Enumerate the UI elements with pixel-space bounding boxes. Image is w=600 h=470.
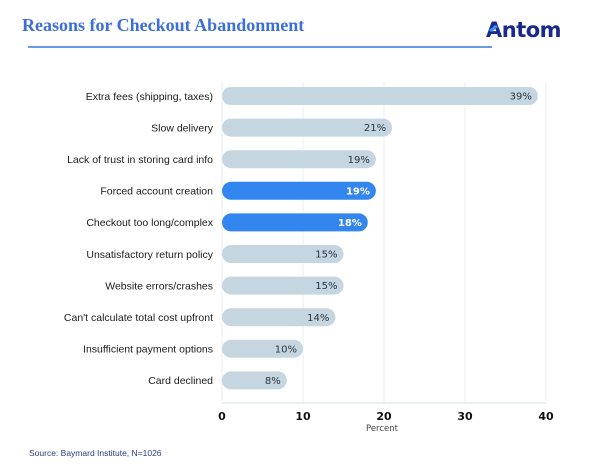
bar	[222, 245, 344, 263]
value-labels: 39% 21% 19% 19% 18% 15% 15% 14% 10% 8%	[265, 92, 532, 387]
value-label: 19%	[346, 186, 370, 197]
value-label: 21%	[364, 123, 386, 134]
category-label: Lack of trust in storing card info	[67, 154, 213, 166]
bars	[222, 87, 538, 390]
value-label: 18%	[338, 218, 362, 229]
category-label: Extra fees (shipping, taxes)	[86, 91, 213, 103]
category-label: Checkout too long/complex	[86, 217, 213, 229]
value-label: 8%	[265, 376, 281, 387]
x-axis-title: Percent	[366, 424, 399, 434]
chart-title: Reasons for Checkout Abandonment	[22, 15, 305, 35]
x-tick-label: 40	[538, 410, 554, 423]
value-label: 15%	[315, 250, 337, 261]
bar	[222, 87, 538, 105]
value-label: 10%	[275, 344, 297, 355]
bar	[222, 118, 393, 137]
category-label: Unsatisfactory return policy	[86, 249, 213, 261]
value-label: 39%	[510, 92, 532, 103]
header-divider	[28, 46, 492, 48]
category-label: Forced account creation	[100, 186, 213, 198]
value-label: 14%	[307, 313, 329, 324]
bar	[222, 339, 303, 358]
bar	[222, 276, 344, 295]
logo-first-letter: A	[486, 18, 502, 42]
bar	[222, 371, 287, 390]
category-label: Card declined	[148, 375, 213, 387]
category-label: Slow delivery	[151, 122, 214, 134]
antom-logo: Antom	[486, 18, 562, 42]
category-labels: Extra fees (shipping, taxes) Slow deliver…	[64, 91, 214, 387]
source-note: Source: Baymard Institute, N=1026	[29, 448, 162, 458]
category-label: Website errors/crashes	[105, 280, 213, 292]
category-label: Insufficient payment options	[83, 344, 213, 356]
value-label: 15%	[315, 281, 337, 292]
bar	[222, 308, 336, 327]
x-tick-label: 10	[295, 410, 311, 423]
bar	[222, 181, 376, 200]
x-tick-label: 20	[376, 410, 392, 423]
logo-text: ntom	[501, 18, 562, 42]
bar	[222, 150, 376, 169]
bar	[222, 213, 368, 232]
category-label: Can't calculate total cost upfront	[64, 312, 213, 324]
value-label: 19%	[348, 155, 370, 166]
x-axis: 0 10 20 30 40	[218, 402, 554, 423]
logo-a-icon: A	[486, 18, 502, 42]
x-tick-label: 0	[218, 410, 226, 423]
x-tick-label: 30	[457, 410, 473, 423]
